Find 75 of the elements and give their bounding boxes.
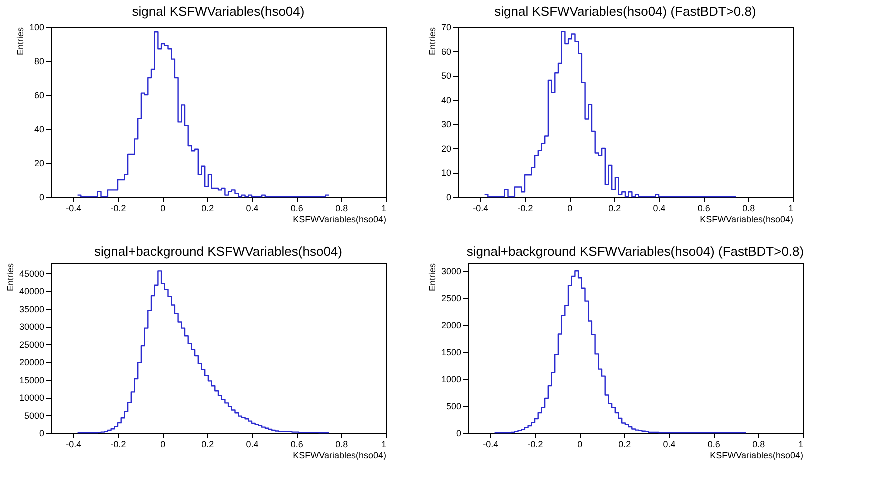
- x-tick-label: -0.2: [518, 204, 534, 214]
- x-tick-label: 1: [798, 440, 804, 450]
- x-tick-label: -0.4: [473, 204, 489, 214]
- chart-title: signal KSFWVariables(hso04) (FastBDT>0.8): [494, 4, 756, 19]
- x-tick-label: 0.6: [698, 204, 710, 214]
- x-tick-label: 0.6: [290, 440, 304, 450]
- x-tick-label: 0.4: [246, 204, 259, 214]
- chart-title: signal+background KSFWVariables(hso04): [94, 244, 342, 259]
- x-tick-label: -0.2: [528, 440, 544, 450]
- y-tick-label: 70: [441, 22, 452, 32]
- y-tick-label: 2500: [441, 294, 462, 304]
- y-tick-label: 500: [446, 402, 462, 412]
- y-tick-label: 40: [441, 95, 452, 106]
- y-tick-label: 1000: [441, 374, 462, 385]
- x-tick-label: 0.4: [663, 440, 676, 450]
- x-tick-label: 0.6: [708, 440, 720, 450]
- x-tick-label: 0.8: [742, 204, 756, 214]
- x-tick-label: 0.4: [653, 204, 666, 214]
- x-axis-title: KSFWVariables(hso04): [700, 214, 794, 224]
- x-tick-label: 0: [160, 204, 166, 214]
- x-tick-label: 0.2: [202, 440, 214, 450]
- y-tick-label: 5000: [24, 410, 44, 421]
- y-tick-label: 30: [441, 120, 452, 130]
- y-tick-label: 0: [39, 192, 44, 202]
- y-tick-label: 20: [34, 158, 44, 168]
- y-tick-label: 80: [34, 56, 44, 66]
- chart-title: signal+background KSFWVariables(hso04) (FastBDT>0.8): [466, 244, 804, 259]
- y-tick-label: 60: [34, 90, 44, 100]
- y-tick-label: 20: [441, 144, 452, 154]
- x-tick-label: 1: [381, 440, 386, 450]
- y-tick-label: 20000: [19, 358, 44, 368]
- x-tick-label: 0: [568, 204, 573, 214]
- y-tick-label: 0: [446, 192, 452, 202]
- x-axis-title: KSFWVariables(hso04): [710, 450, 804, 460]
- x-tick-label: -0.2: [110, 440, 126, 450]
- y-tick-label: 1500: [441, 348, 462, 358]
- x-tick-label: 0.8: [752, 440, 766, 450]
- y-tick-label: 35000: [19, 304, 44, 314]
- x-tick-label: 1: [381, 204, 386, 214]
- y-tick-label: 2000: [441, 320, 462, 331]
- chart-title: signal KSFWVariables(hso04): [132, 4, 305, 19]
- x-tick-label: 0.6: [290, 204, 304, 214]
- x-tick-label: 0.8: [336, 204, 348, 214]
- y-tick-label: 10: [441, 168, 452, 178]
- x-axis-title: KSFWVariables(hso04): [293, 450, 386, 460]
- y-tick-label: 3000: [441, 266, 462, 277]
- x-tick-label: 0.4: [246, 440, 259, 450]
- y-axis-title: Entries: [427, 263, 438, 292]
- y-tick-label: 45000: [19, 268, 44, 279]
- x-tick-label: -0.4: [66, 204, 82, 214]
- y-tick-label: 100: [29, 22, 44, 32]
- y-axis-title: Entries: [427, 27, 438, 56]
- x-tick-label: 0: [160, 440, 166, 450]
- y-axis-title: Entries: [5, 263, 16, 292]
- x-tick-label: -0.2: [110, 204, 126, 214]
- y-tick-label: 40000: [19, 286, 44, 297]
- y-axis-title: Entries: [15, 27, 26, 56]
- y-tick-label: 60: [441, 46, 452, 57]
- x-tick-label: 0.2: [202, 204, 214, 214]
- y-tick-label: 50: [441, 71, 452, 82]
- x-tick-label: 0: [578, 440, 583, 450]
- y-tick-label: 40: [34, 124, 44, 134]
- x-axis-title: KSFWVariables(hso04): [293, 214, 386, 224]
- y-tick-label: 10000: [19, 393, 44, 404]
- x-tick-label: 1: [788, 204, 794, 214]
- y-tick-label: 30000: [19, 322, 44, 332]
- y-tick-label: 25000: [19, 340, 44, 350]
- x-tick-label: -0.4: [483, 440, 499, 450]
- y-tick-label: 0: [39, 428, 44, 438]
- x-tick-label: -0.4: [66, 440, 82, 450]
- x-tick-label: 0.2: [608, 204, 622, 214]
- y-tick-label: 15000: [19, 375, 44, 386]
- x-tick-label: 0.8: [336, 440, 348, 450]
- x-tick-label: 0.2: [618, 440, 632, 450]
- y-tick-label: 0: [456, 428, 462, 438]
